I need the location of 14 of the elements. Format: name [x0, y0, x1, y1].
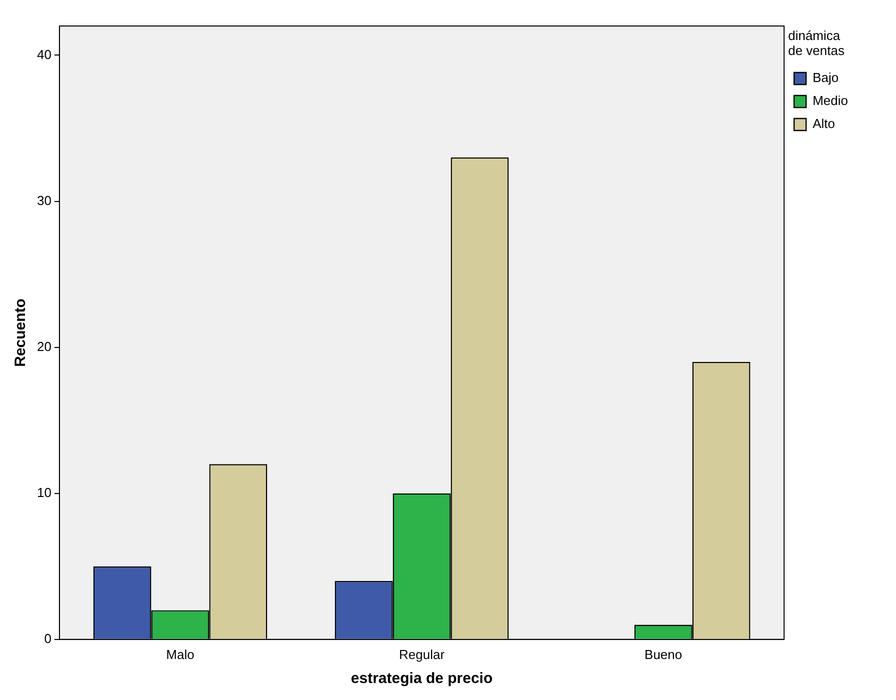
y-tick-label: 10 — [36, 484, 52, 500]
x-tick-label: Malo — [166, 646, 194, 662]
x-tick-label: Regular — [399, 646, 446, 662]
y-tick-label: 20 — [36, 338, 52, 354]
legend-label: Bajo — [812, 70, 839, 86]
x-axis-title: estrategia de precio — [350, 670, 493, 688]
x-tick-label: Bueno — [644, 646, 682, 662]
y-tick-label: 30 — [36, 192, 52, 208]
y-tick-label: 40 — [36, 46, 52, 62]
y-axis-title: Recuento — [12, 298, 30, 367]
y-tick-label: 0 — [44, 630, 52, 646]
legend-label: Alto — [812, 116, 835, 132]
legend-title: dinámica de ventas — [788, 28, 845, 58]
legend-label: Medio — [812, 93, 848, 108]
